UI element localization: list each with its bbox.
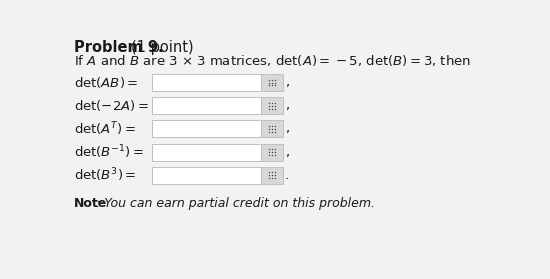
Bar bbox=[261, 121, 283, 138]
Bar bbox=[152, 144, 261, 160]
Text: (1 point): (1 point) bbox=[131, 40, 194, 55]
Bar bbox=[152, 121, 261, 138]
Bar bbox=[261, 74, 283, 91]
Text: : You can earn partial credit on this problem.: : You can earn partial credit on this pr… bbox=[96, 198, 375, 210]
Bar bbox=[152, 74, 261, 91]
Bar bbox=[261, 97, 283, 114]
Bar bbox=[261, 167, 283, 184]
Text: .: . bbox=[285, 169, 289, 182]
Text: ,: , bbox=[285, 99, 289, 112]
Text: Note: Note bbox=[74, 198, 107, 210]
Text: ,: , bbox=[285, 76, 289, 89]
Text: ,: , bbox=[285, 122, 289, 136]
Text: $\det(-2\mathit{A}) =$: $\det(-2\mathit{A}) =$ bbox=[74, 98, 149, 113]
Text: $\det(\mathit{AB}) =$: $\det(\mathit{AB}) =$ bbox=[74, 75, 139, 90]
Text: $\det(\mathit{A}^T) =$: $\det(\mathit{A}^T) =$ bbox=[74, 120, 136, 138]
Text: ,: , bbox=[285, 146, 289, 158]
Bar bbox=[261, 144, 283, 160]
Text: Problem 9.: Problem 9. bbox=[74, 40, 164, 55]
Bar bbox=[152, 97, 261, 114]
Text: $\det(\mathit{B}^3) =$: $\det(\mathit{B}^3) =$ bbox=[74, 166, 136, 184]
Bar bbox=[152, 167, 261, 184]
Text: If $\mathit{A}$ and $\mathit{B}$ are 3 $\times$ 3 matrices, $\det(\mathit{A}) = : If $\mathit{A}$ and $\mathit{B}$ are 3 $… bbox=[74, 54, 471, 69]
Text: $\det(\mathit{B}^{-1}) =$: $\det(\mathit{B}^{-1}) =$ bbox=[74, 143, 145, 161]
